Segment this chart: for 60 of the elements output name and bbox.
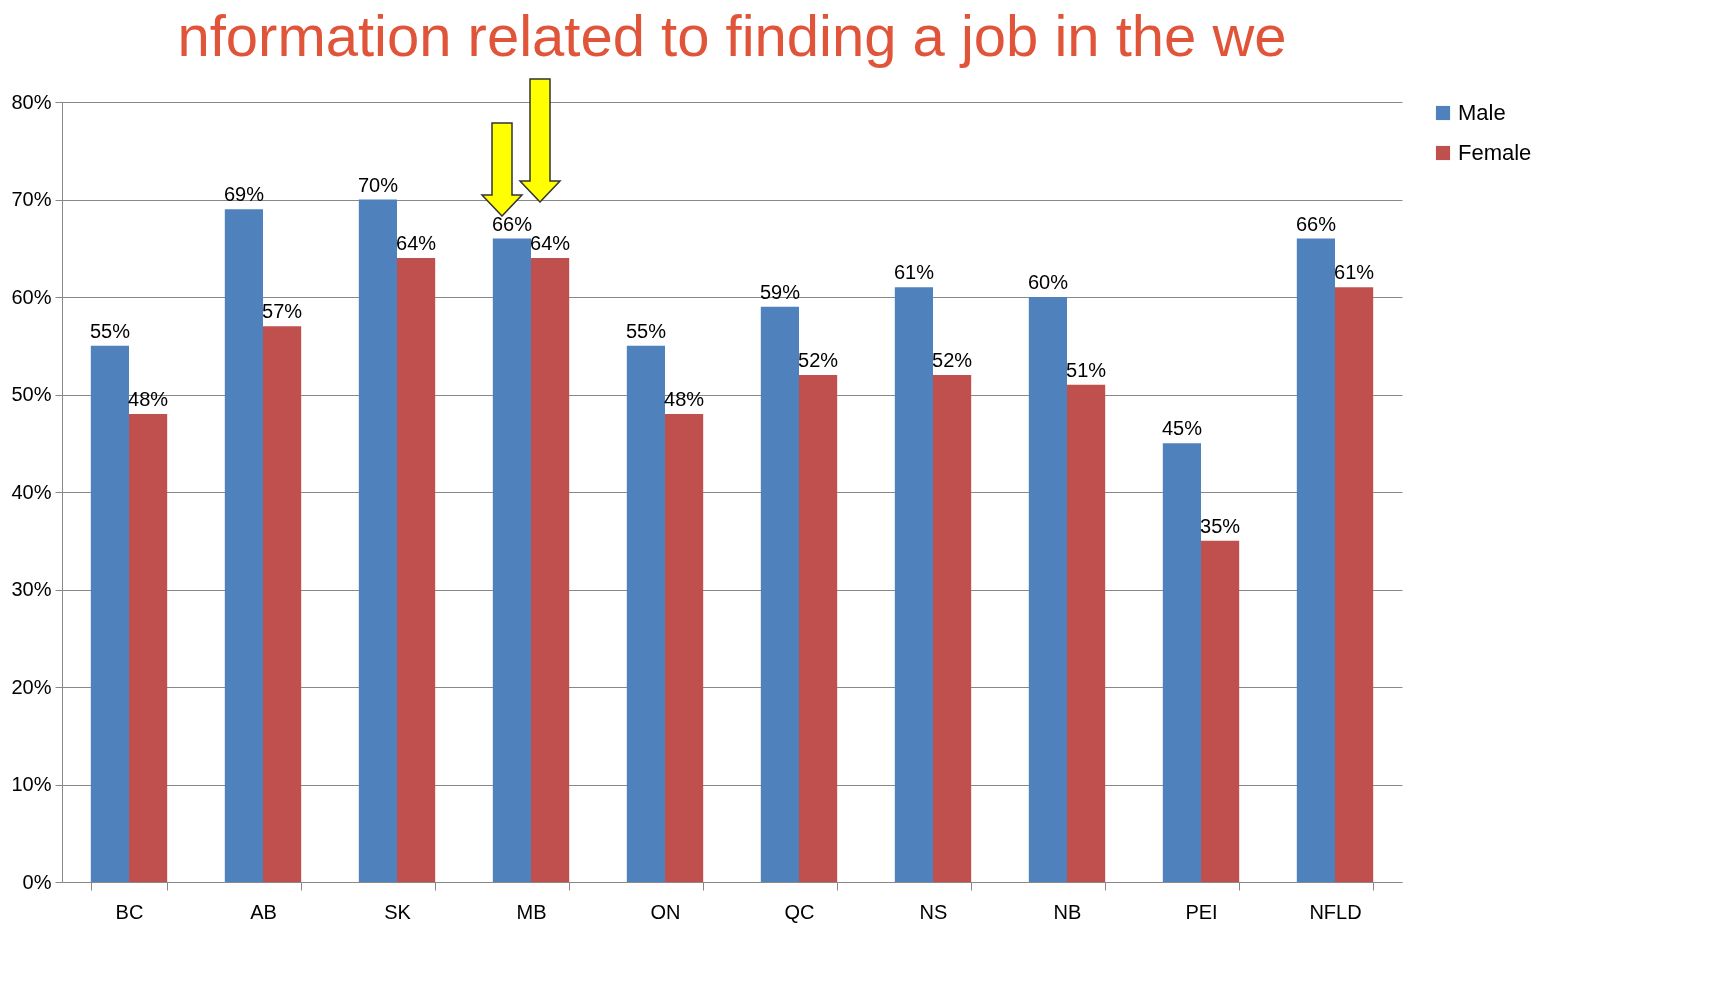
x-tick-label: NFLD xyxy=(1309,900,1362,923)
y-tick-label: 60% xyxy=(11,285,52,308)
bar xyxy=(90,345,129,882)
x-tick-label: PEI xyxy=(1185,900,1218,923)
data-label: 66% xyxy=(1295,212,1337,235)
y-tick-label: 40% xyxy=(11,480,52,503)
data-label: 52% xyxy=(932,349,973,371)
data-label: 59% xyxy=(759,280,801,303)
data-label: 57% xyxy=(262,300,303,323)
y-tick-label: 30% xyxy=(11,578,52,600)
legend-label: Female xyxy=(1458,140,1532,165)
x-tick-label: QC xyxy=(784,900,815,923)
data-label: 60% xyxy=(1027,271,1069,293)
x-tick-label: NB xyxy=(1053,900,1082,923)
bar xyxy=(397,258,436,882)
data-label: 66% xyxy=(491,212,533,235)
y-tick-label: 10% xyxy=(11,773,52,795)
bar xyxy=(1296,238,1335,882)
bar xyxy=(626,345,665,882)
bar xyxy=(1067,384,1106,882)
data-label: 64% xyxy=(530,232,571,254)
x-tick-label: BC xyxy=(115,900,144,923)
data-label: 64% xyxy=(396,232,437,254)
y-tick-label: 50% xyxy=(11,383,52,405)
bar xyxy=(760,306,799,882)
x-tick-label: SK xyxy=(384,900,412,923)
y-tick-label: 70% xyxy=(11,188,52,210)
data-label: 35% xyxy=(1200,514,1241,537)
bar xyxy=(531,258,570,882)
y-tick-label: 80% xyxy=(11,90,52,113)
data-label: 51% xyxy=(1066,358,1107,381)
y-tick-label: 20% xyxy=(11,675,52,698)
data-label: 61% xyxy=(1334,261,1375,284)
bar xyxy=(1028,297,1067,882)
bar xyxy=(358,199,397,882)
bar xyxy=(665,414,704,882)
data-label: 52% xyxy=(798,349,839,371)
data-label: 45% xyxy=(1161,417,1203,440)
legend-label: Male xyxy=(1458,100,1506,125)
data-label: 70% xyxy=(357,173,399,196)
bar xyxy=(492,238,531,882)
data-label: 55% xyxy=(625,319,667,342)
chart-title: nformation related to finding a job in the we xyxy=(177,3,1287,68)
bar xyxy=(1335,287,1374,882)
x-tick-label: ON xyxy=(650,900,681,923)
x-tick-label: NS xyxy=(919,900,948,923)
data-label: 55% xyxy=(89,319,131,342)
x-tick-label: MB xyxy=(516,900,547,923)
bar xyxy=(933,375,972,882)
data-label: 69% xyxy=(223,183,265,206)
bar xyxy=(224,209,263,882)
bar xyxy=(1201,540,1240,882)
y-tick-label: 0% xyxy=(22,870,52,893)
bar xyxy=(894,287,933,882)
x-tick-label: AB xyxy=(250,900,277,923)
data-label: 61% xyxy=(893,261,935,284)
bar xyxy=(1162,443,1201,882)
bar xyxy=(129,414,168,882)
bar xyxy=(799,375,838,882)
bar xyxy=(263,326,302,882)
